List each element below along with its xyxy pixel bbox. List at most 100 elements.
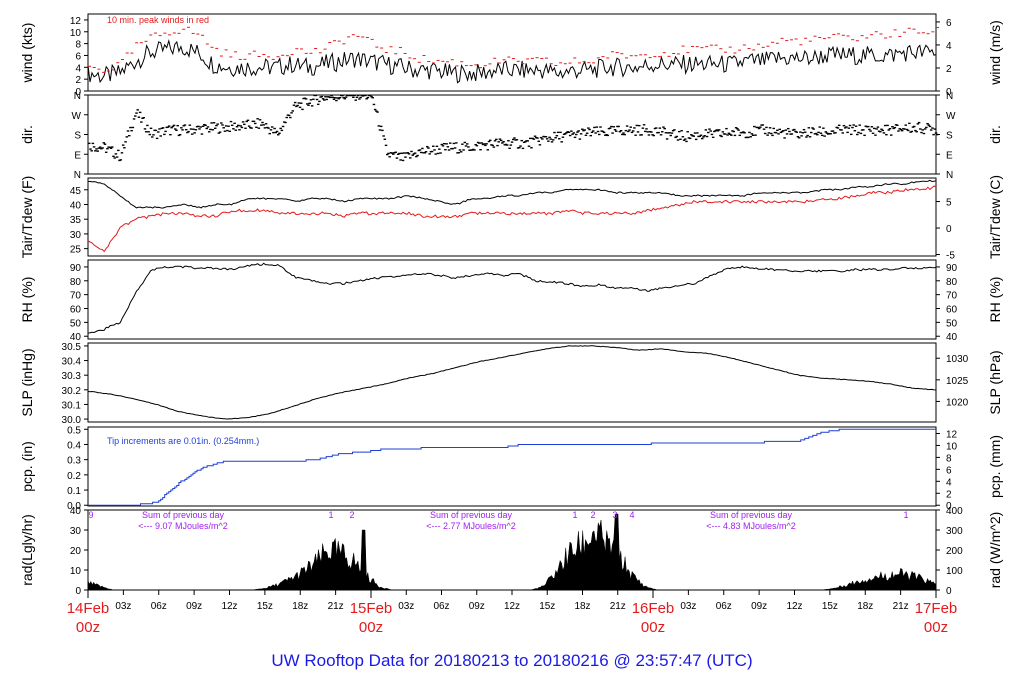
day-label-hour: 00z (641, 619, 665, 636)
y-tick-label-right: 90 (946, 263, 958, 274)
y-tick-label-right: 4 (946, 477, 952, 488)
y-tick-label-right: 6 (946, 18, 952, 29)
y-tick-label-right: 0 (946, 586, 952, 597)
x-tick-label: 06z (151, 601, 167, 612)
y-tick-label-right: 80 (946, 277, 958, 288)
x-tick-label: 12z (504, 601, 520, 612)
y-axis-label: pcp. (in) (19, 441, 35, 492)
y-tick-label: N (74, 91, 81, 102)
series-line (87, 179, 937, 209)
x-tick-label: 06z (716, 601, 732, 612)
y-tick-label-right: 6 (946, 465, 952, 476)
y-tick-label-right: 0 (946, 87, 952, 98)
x-tick-label: 12z (221, 601, 237, 612)
y-tick-label-right: 100 (946, 566, 963, 577)
y-axis-label-right: dir. (987, 125, 1003, 144)
y-tick-label: 10 (70, 28, 82, 39)
y-tick-label-right: 1025 (946, 376, 969, 387)
x-tick-label: 18z (857, 601, 873, 612)
y-tick-label: 80 (70, 277, 82, 288)
series-peak-winds (88, 26, 939, 73)
y-tick-label: 12 (70, 16, 82, 27)
daily-mark: 9 (88, 510, 93, 520)
y-tick-label-right: N (946, 91, 953, 102)
y-tick-label: 30.0 (62, 415, 82, 426)
panel-frame (87, 94, 937, 175)
panel-frame (87, 342, 937, 423)
y-tick-label: 0.5 (67, 425, 81, 436)
x-tick-label: 21z (610, 601, 626, 612)
chart-footer-title: UW Rooftop Data for 20180213 to 20180216… (271, 651, 752, 670)
daily-mark: 3 (612, 510, 617, 520)
series-precip (88, 428, 936, 506)
y-tick-label: S (74, 131, 81, 142)
y-axis-label: SLP (inHg) (19, 348, 35, 416)
panel-frame (87, 426, 937, 507)
daily-note-title: Sum of previous day (142, 510, 225, 520)
y-axis-label: RH (%) (19, 277, 35, 323)
panel-frame (87, 259, 937, 340)
y-tick-label: 40 (70, 506, 82, 517)
daily-mark: 1 (328, 510, 333, 520)
y-tick-label-right: 40 (946, 332, 958, 343)
daily-note-value: <--- 4.83 MJoules/m^2 (706, 521, 796, 531)
series-dewpoint (87, 185, 937, 253)
y-tick-label-right: 300 (946, 526, 963, 537)
day-label-date: 14Feb (67, 600, 110, 617)
series-line (87, 262, 937, 334)
y-tick-label: 35 (70, 215, 82, 226)
panel-frame (87, 13, 937, 92)
x-tick-label: 21z (893, 601, 909, 612)
y-tick-label-right: 0 (946, 501, 952, 512)
y-tick-label-right: 400 (946, 506, 963, 517)
y-axis-label-right: Tair/Tdew (C) (987, 175, 1003, 259)
y-tick-label-right: 1030 (946, 354, 969, 365)
panel-3: 40 50 60 70 80 90 40 50 60 70 80 90 RH (%) RH (%) (19, 259, 1003, 343)
y-tick-label-right: 4 (946, 41, 952, 52)
day-label-date: 16Feb (632, 600, 675, 617)
x-tick-label: 15z (822, 601, 838, 612)
y-tick-label-right: 2 (946, 489, 952, 500)
series-line (87, 345, 937, 420)
y-tick-label: 30 (70, 526, 82, 537)
y-tick-label-right: -5 (946, 251, 955, 262)
x-tick-label: 09z (469, 601, 485, 612)
day-label-date: 17Feb (915, 600, 958, 617)
panel-annotation: 10 min. peak winds in red (107, 15, 209, 25)
y-tick-label: 0 (75, 586, 81, 597)
y-tick-label-right: N (946, 170, 953, 181)
y-tick-label: 25 (70, 245, 82, 256)
panel-annotation: Tip increments are 0.01in. (0.254mm.) (107, 436, 259, 446)
y-tick-label: 0.2 (67, 471, 81, 482)
panel-frame (87, 177, 937, 257)
y-tick-label-right: 70 (946, 291, 958, 302)
daily-mark: 4 (629, 510, 634, 520)
daily-mark: 1 (572, 510, 577, 520)
y-tick-label-right: S (946, 131, 953, 142)
y-axis-label: wind (kts) (19, 23, 35, 84)
x-tick-label: 15z (539, 601, 555, 612)
x-tick-label: 06z (433, 601, 449, 612)
y-tick-label: 30.5 (62, 342, 82, 353)
series-wind (87, 38, 937, 84)
y-tick-label-right: 8 (946, 453, 952, 464)
y-tick-label: N (74, 170, 81, 181)
y-axis-label: rad(Lgly/hr) (19, 514, 35, 586)
y-tick-label: 0.3 (67, 456, 81, 467)
y-tick-label-right: W (946, 111, 956, 122)
x-tick-label: 18z (292, 601, 308, 612)
y-tick-label: 20 (70, 546, 82, 557)
y-tick-label: 40 (70, 200, 82, 211)
x-tick-label: 09z (751, 601, 767, 612)
y-tick-label: W (72, 111, 82, 122)
panel-4: 30.0 30.1 30.2 30.3 30.4 30.5 1020 1025 1030 SLP … (19, 342, 1003, 426)
daily-note-title: Sum of previous day (430, 510, 513, 520)
daily-note-title: Sum of previous day (710, 510, 793, 520)
y-tick-label-right: 50 (946, 318, 958, 329)
y-tick-label: 45 (70, 186, 82, 197)
